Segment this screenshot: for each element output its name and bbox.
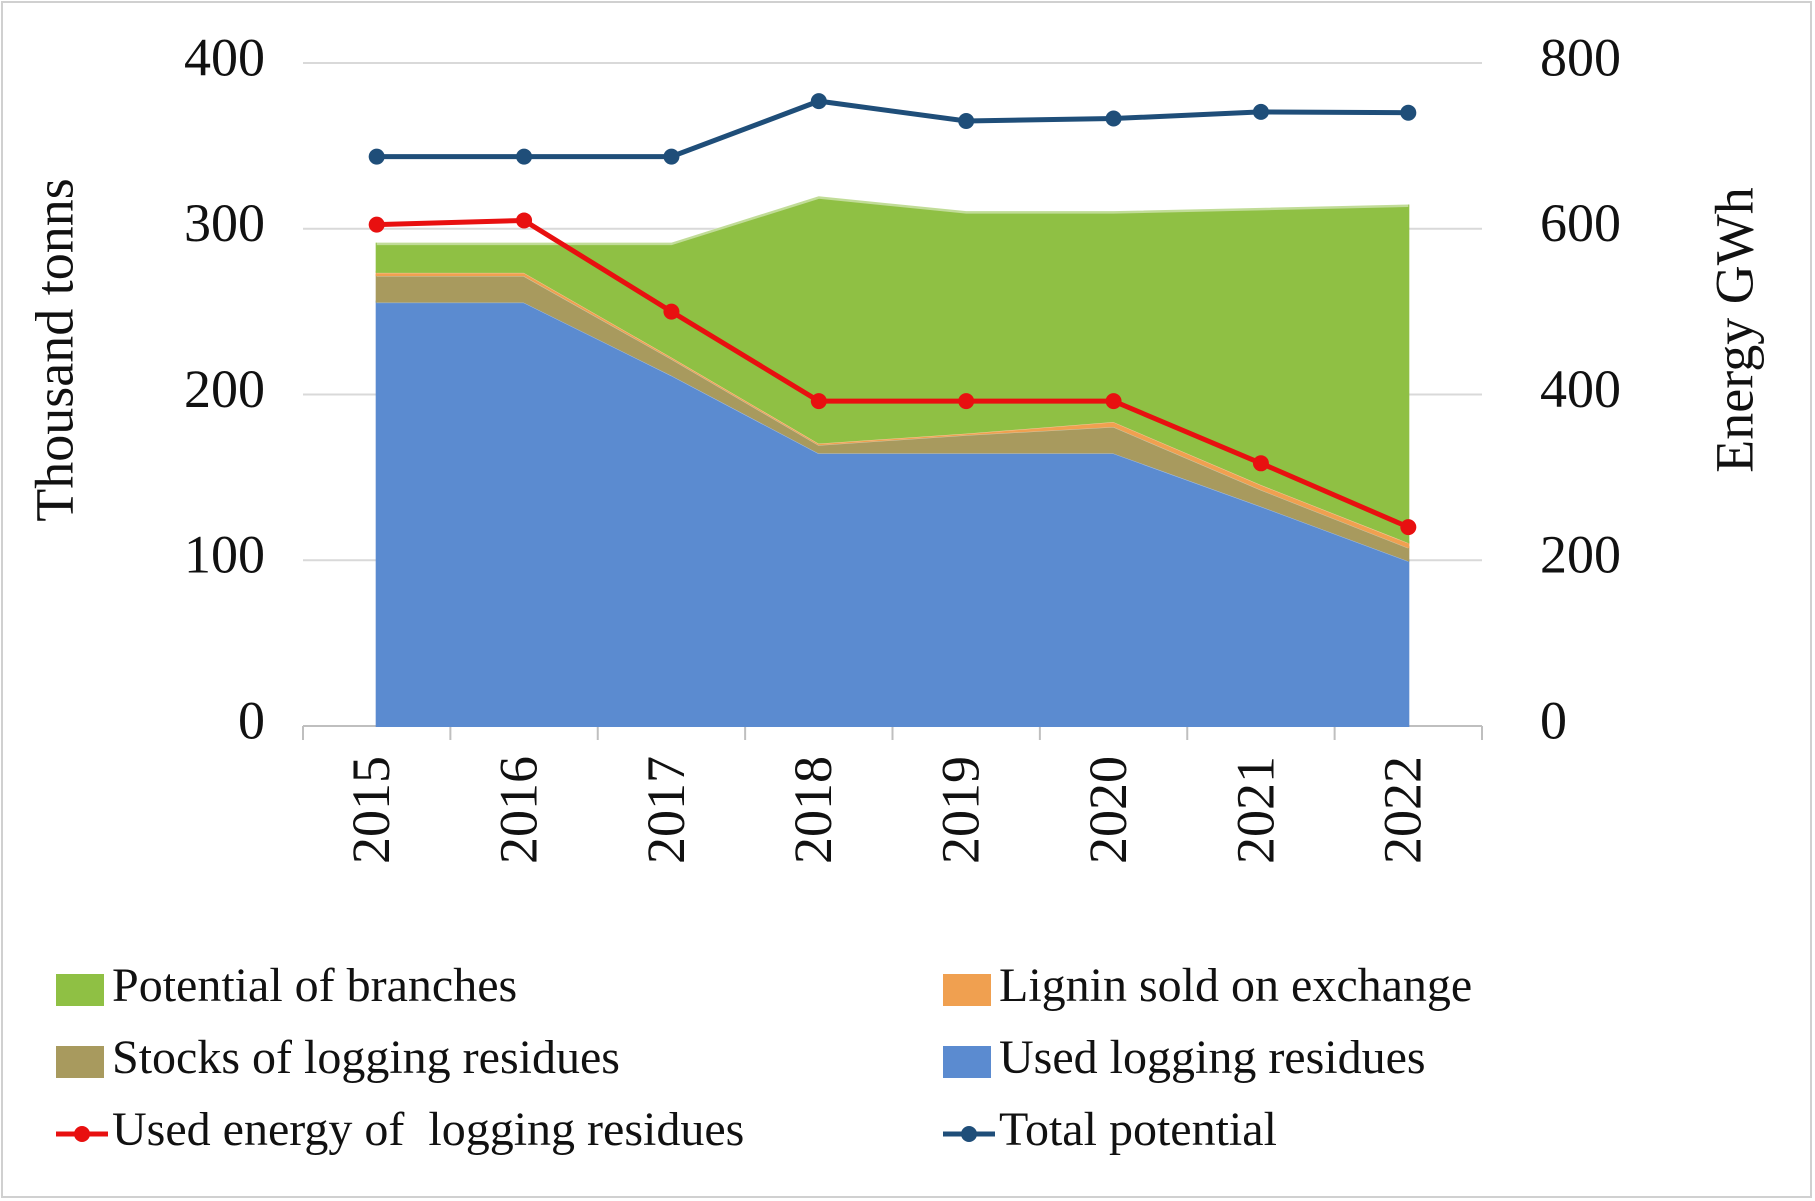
- x-tick-label: 2018: [783, 756, 843, 864]
- legend-label: Stocks of logging residues: [112, 1031, 620, 1084]
- marker: [516, 148, 533, 165]
- y-tick-label: 400: [184, 27, 265, 87]
- line: [376, 98, 1409, 160]
- legend-label: Used energy of logging residues: [112, 1103, 744, 1156]
- x-tick-label: 2021: [1225, 756, 1285, 864]
- y-tick-label: 200: [184, 359, 265, 419]
- y2-tick-label: 800: [1540, 27, 1621, 87]
- x-tick-label: 2016: [488, 756, 548, 864]
- marker: [1252, 455, 1269, 472]
- y2-axis-title: Energy GWh: [1704, 187, 1764, 472]
- legend-marker: [74, 1126, 90, 1142]
- y2-tick-label: 200: [1540, 525, 1621, 585]
- y2-tick-label: 0: [1540, 690, 1567, 750]
- marker: [958, 113, 975, 130]
- marker: [1400, 104, 1417, 121]
- area: [375, 196, 1410, 544]
- legend-label: Total potential: [999, 1103, 1277, 1156]
- y2-tick-label: 600: [1540, 193, 1621, 253]
- marker: [368, 148, 385, 165]
- x-tick-label: 2017: [636, 756, 696, 864]
- legend-label: Potential of branches: [112, 959, 517, 1012]
- marker: [663, 303, 680, 320]
- marker: [958, 393, 975, 410]
- legend-swatch: [56, 1046, 104, 1078]
- y2-tick-label: 400: [1540, 359, 1621, 419]
- x-tick-label: 2019: [931, 756, 991, 864]
- marker: [516, 212, 533, 229]
- legend-marker: [961, 1126, 977, 1142]
- marker: [810, 393, 827, 410]
- legend-swatch: [56, 974, 104, 1006]
- y-tick-label: 100: [184, 525, 265, 585]
- marker: [368, 216, 385, 233]
- area-edge: [376, 195, 1409, 246]
- x-tick-label: 2022: [1373, 756, 1433, 864]
- marker: [663, 148, 680, 165]
- marker: [1252, 103, 1269, 120]
- line: [376, 217, 1410, 530]
- y-tick-label: 300: [184, 193, 265, 253]
- marker: [810, 93, 827, 110]
- marker: [1105, 110, 1122, 127]
- legend-label: Used logging residues: [999, 1031, 1426, 1084]
- legend-label: Lignin sold on exchange: [999, 959, 1472, 1012]
- y-tick-label: 0: [238, 690, 265, 750]
- legend-swatch: [943, 1046, 991, 1078]
- y-axis-title: Thousand tonns: [24, 178, 84, 522]
- legend-swatch: [943, 974, 991, 1006]
- x-tick-label: 2020: [1078, 756, 1138, 864]
- x-tick-label: 2015: [341, 756, 401, 864]
- marker: [1400, 519, 1417, 536]
- marker: [1105, 393, 1122, 410]
